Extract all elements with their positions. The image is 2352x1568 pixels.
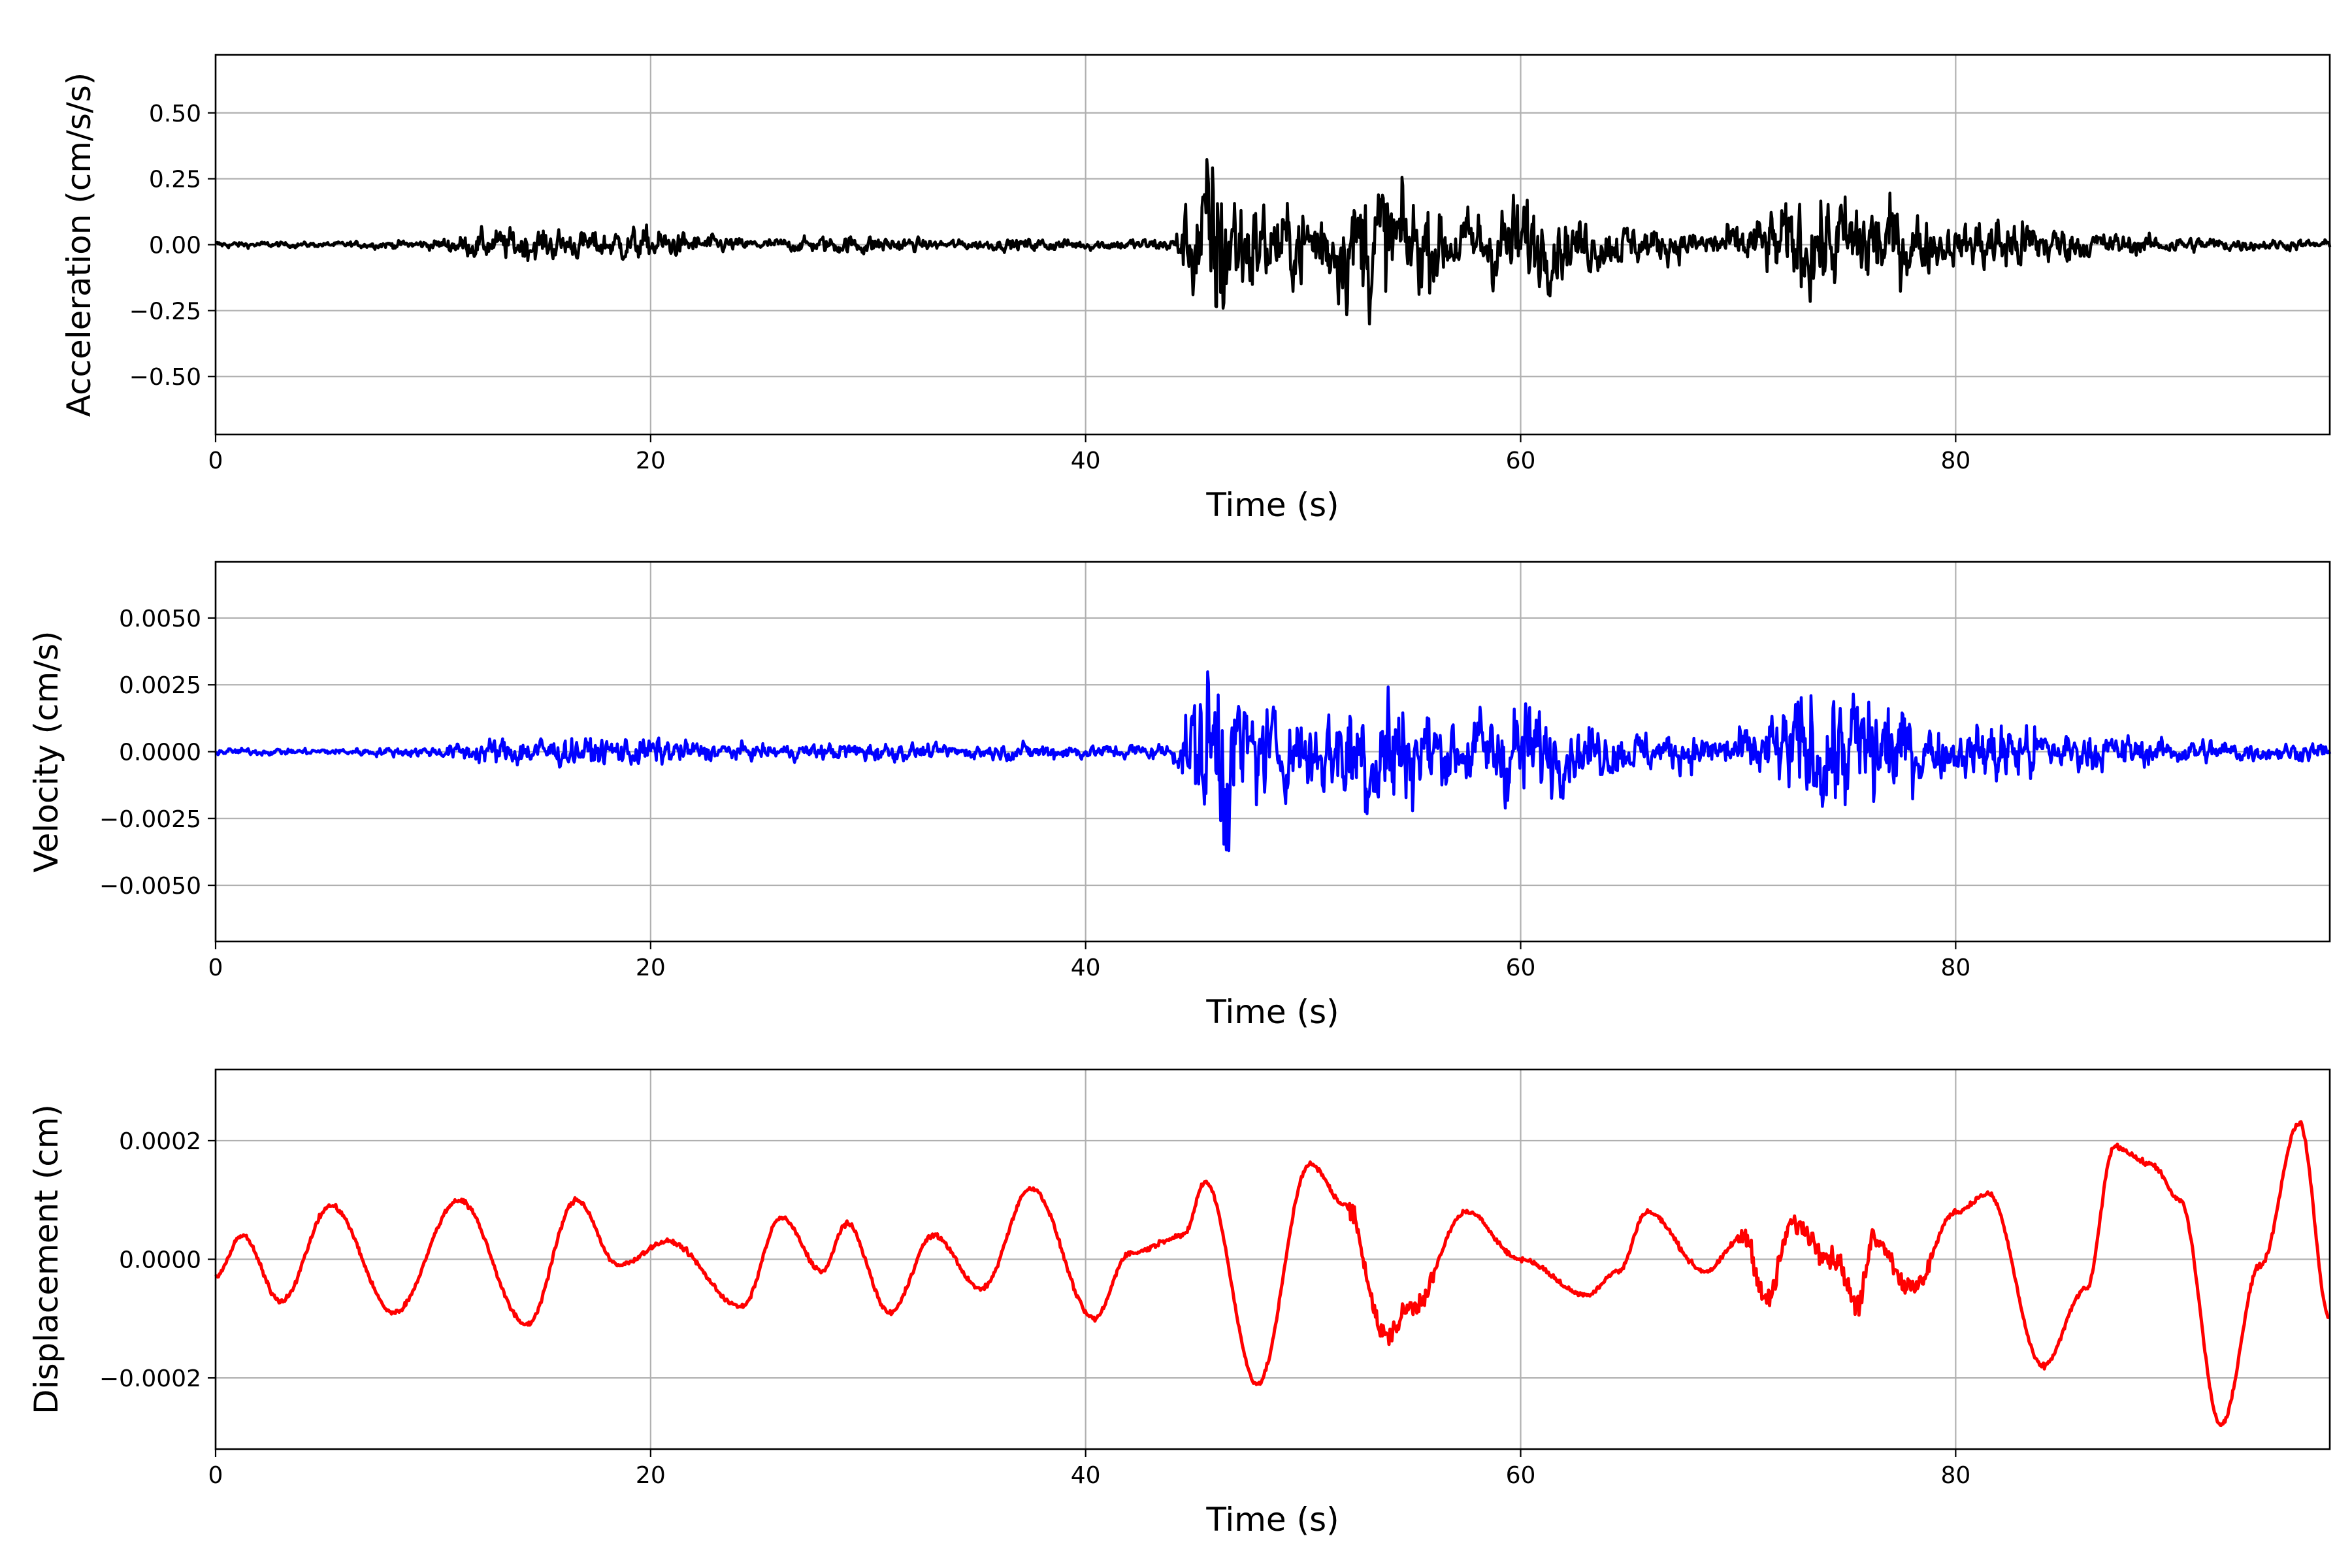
acceleration-y-tick-label: −0.50 bbox=[129, 364, 201, 391]
acceleration-x-axis-label: Time (s) bbox=[1205, 486, 1339, 524]
velocity-y-tick-label: −0.0025 bbox=[99, 806, 201, 833]
velocity-x-ticks: 0 20 40 60 80 bbox=[208, 941, 1970, 981]
velocity-y-tick-label: 0.0050 bbox=[119, 606, 201, 632]
acceleration-x-tick-label: 60 bbox=[1506, 448, 1536, 474]
velocity-y-axis-label: Velocity (cm/s) bbox=[27, 630, 65, 872]
displacement-x-ticks: 0 20 40 60 80 bbox=[208, 1449, 1970, 1489]
acceleration-trace bbox=[214, 158, 2332, 326]
acceleration-panel: 0 20 40 60 80 −0.50 −0.25 0.00 0.25 0.50 Time (s… bbox=[60, 54, 2332, 524]
velocity-y-tick-label: −0.0050 bbox=[99, 873, 201, 900]
acceleration-y-tick-label: 0.50 bbox=[149, 101, 201, 127]
displacement-x-tick-label: 60 bbox=[1506, 1462, 1536, 1489]
displacement-grid bbox=[214, 1070, 2330, 1449]
velocity-trace bbox=[214, 670, 2332, 853]
displacement-x-tick-label: 20 bbox=[636, 1462, 666, 1489]
displacement-y-tick-label: 0.0002 bbox=[119, 1128, 201, 1155]
displacement-y-ticks: −0.0002 0.0000 0.0002 bbox=[99, 1128, 216, 1392]
velocity-x-tick-label: 0 bbox=[208, 955, 223, 981]
velocity-x-tick-label: 80 bbox=[1940, 955, 1970, 981]
acceleration-y-tick-label: 0.00 bbox=[149, 233, 201, 259]
acceleration-x-tick-label: 40 bbox=[1071, 448, 1101, 474]
acceleration-y-axis-label: Acceleration (cm/s/s) bbox=[60, 73, 98, 417]
velocity-y-tick-label: 0.0000 bbox=[119, 740, 201, 766]
velocity-x-tick-label: 40 bbox=[1071, 955, 1101, 981]
acceleration-y-ticks: −0.50 −0.25 0.00 0.25 0.50 bbox=[129, 101, 216, 391]
displacement-panel: 0 20 40 60 80 −0.0002 0.0000 0.0002 Time (s) D… bbox=[27, 1068, 2331, 1539]
displacement-trace bbox=[214, 1120, 2330, 1428]
acceleration-y-tick-label: −0.25 bbox=[129, 298, 201, 325]
displacement-y-tick-label: −0.0002 bbox=[99, 1365, 201, 1392]
acceleration-y-tick-label: 0.25 bbox=[149, 167, 201, 193]
acceleration-x-tick-label: 0 bbox=[208, 448, 223, 474]
displacement-y-tick-label: 0.0000 bbox=[119, 1247, 201, 1274]
velocity-y-tick-label: 0.0025 bbox=[119, 672, 201, 699]
velocity-x-axis-label: Time (s) bbox=[1205, 993, 1339, 1031]
acceleration-x-tick-label: 80 bbox=[1940, 448, 1970, 474]
displacement-x-axis-label: Time (s) bbox=[1205, 1501, 1339, 1539]
velocity-y-ticks: −0.0050 −0.0025 0.0000 0.0025 0.0050 bbox=[99, 606, 216, 900]
displacement-x-tick-label: 40 bbox=[1071, 1462, 1101, 1489]
acceleration-x-tick-label: 20 bbox=[636, 448, 666, 474]
displacement-x-tick-label: 0 bbox=[208, 1462, 223, 1489]
displacement-y-axis-label: Displacement (cm) bbox=[27, 1104, 65, 1414]
velocity-panel: 0 20 40 60 80 −0.0050 −0.0025 0.0000 0.0025 0.00… bbox=[27, 561, 2332, 1031]
displacement-x-tick-label: 80 bbox=[1940, 1462, 1970, 1489]
velocity-x-tick-label: 60 bbox=[1506, 955, 1536, 981]
acceleration-x-ticks: 0 20 40 60 80 bbox=[208, 434, 1970, 474]
velocity-x-tick-label: 20 bbox=[636, 955, 666, 981]
